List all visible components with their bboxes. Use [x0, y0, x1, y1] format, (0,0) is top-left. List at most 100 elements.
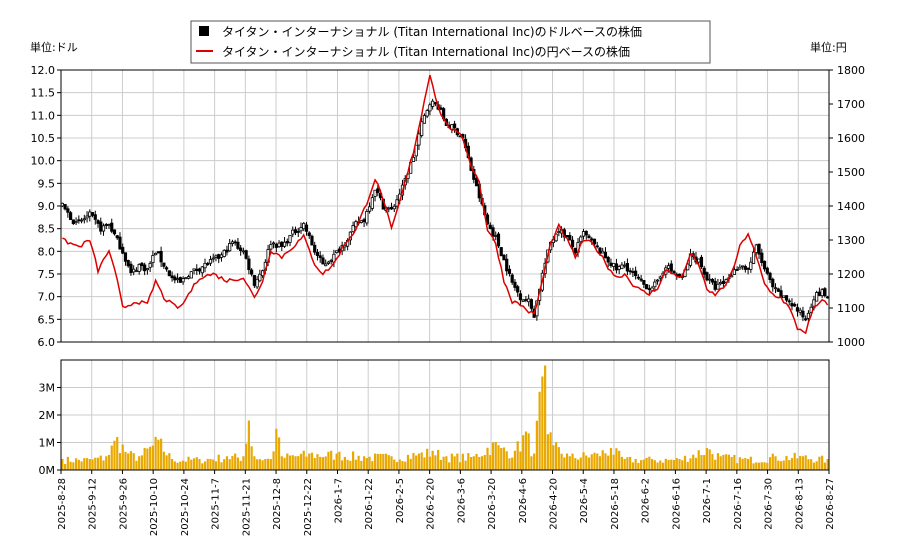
- price-tick-label: 9.5: [38, 177, 56, 190]
- volume-bar: [472, 456, 475, 470]
- volume-bar: [132, 453, 135, 470]
- candle-body: [211, 257, 215, 260]
- price-tick-label: 8.5: [38, 223, 56, 236]
- yen-tick-label: 1300: [837, 234, 865, 247]
- candle-body: [228, 243, 232, 252]
- volume-bar: [505, 451, 508, 470]
- x-tick-label: 2026-4-6: [518, 478, 529, 523]
- candle-body: [639, 278, 643, 281]
- volume-bar: [376, 453, 379, 470]
- x-tick-label: 2025-12-22: [303, 478, 314, 536]
- candle-body: [502, 254, 506, 261]
- candle-body: [653, 281, 657, 288]
- candle-body: [784, 295, 789, 301]
- candle-body: [192, 268, 196, 271]
- candle-body: [751, 251, 756, 264]
- volume-bar: [810, 459, 813, 470]
- volume-frame: [60, 359, 830, 471]
- candle-body: [708, 278, 712, 281]
- volume-bar: [85, 458, 89, 470]
- volume-bar: [464, 460, 467, 470]
- candle-body: [156, 251, 160, 254]
- candle-body: [612, 262, 616, 267]
- candle-body: [362, 219, 366, 223]
- volume-bar: [354, 459, 357, 470]
- volume-bar: [275, 428, 278, 470]
- candle-body: [806, 312, 811, 319]
- volume-bar: [423, 457, 426, 470]
- volume-bar: [187, 456, 190, 470]
- volume-bar: [730, 457, 733, 470]
- candle-body: [310, 235, 314, 246]
- volume-bar: [546, 434, 549, 470]
- candle-body: [285, 240, 289, 244]
- volume-bar: [105, 456, 108, 470]
- volume-bar: [502, 447, 506, 470]
- volume-tick-label: 0M: [39, 464, 56, 477]
- candle-body: [241, 250, 245, 253]
- volume-bar: [812, 462, 816, 470]
- volume-bar: [445, 456, 448, 470]
- volume-bar: [140, 455, 144, 470]
- candle-body: [239, 247, 243, 252]
- candle-body: [90, 212, 95, 216]
- legend: タイタン・インターナショナル (Titan International Inc)…: [190, 20, 711, 64]
- volume-bar: [648, 456, 651, 470]
- volume-bar: [549, 432, 552, 470]
- volume-bar: [181, 460, 185, 470]
- volume-bar: [725, 454, 728, 470]
- candle-body: [414, 144, 418, 157]
- volume-bar: [714, 459, 717, 470]
- candle-body: [603, 251, 608, 259]
- candle-body: [115, 235, 119, 239]
- candle-body: [823, 288, 827, 297]
- candle-body: [609, 262, 613, 266]
- candle-body: [417, 133, 421, 146]
- candle-body: [773, 287, 778, 290]
- candle-body: [299, 227, 303, 232]
- price-tick-label: 12.0: [31, 64, 56, 77]
- volume-bar: [736, 463, 739, 470]
- candle-body: [132, 268, 136, 273]
- volume-bar: [190, 459, 193, 470]
- candle-body: [271, 242, 276, 245]
- candle-body: [645, 284, 649, 290]
- volume-bar: [160, 438, 163, 470]
- candle-body: [389, 206, 394, 210]
- volume-bar: [576, 459, 580, 470]
- right-unit-label: 単位:円: [810, 40, 847, 54]
- volume-bar: [533, 453, 536, 470]
- volume-bar: [168, 453, 171, 470]
- candle-body: [258, 273, 262, 282]
- candle-body: [817, 291, 822, 296]
- candle-body: [554, 233, 558, 242]
- price-tick-label: 11.0: [31, 109, 56, 122]
- volume-bar: [593, 452, 596, 470]
- candle-body: [184, 277, 188, 280]
- candle-body: [145, 268, 149, 271]
- volume-bar: [607, 455, 610, 470]
- volume-bar: [157, 439, 160, 470]
- candle-body: [713, 280, 717, 290]
- candle-body: [634, 270, 638, 277]
- volume-bar: [475, 453, 478, 470]
- x-tick-label: 2025-9-12: [88, 478, 99, 530]
- candle-body: [491, 227, 495, 237]
- volume-plot: [61, 365, 829, 470]
- volume-bar: [165, 455, 168, 470]
- volume-bar: [450, 453, 453, 470]
- candle-body: [746, 267, 750, 270]
- candle-body: [63, 204, 67, 210]
- x-tick-label: 2026-7-1: [702, 478, 713, 523]
- candle-body: [798, 309, 802, 313]
- volume-bar: [631, 462, 634, 470]
- volume-bar: [793, 452, 796, 470]
- candle-body: [335, 250, 339, 253]
- volume-bar: [280, 456, 283, 470]
- candle-body: [628, 270, 632, 273]
- candle-body: [595, 245, 599, 248]
- volume-bar: [173, 461, 176, 470]
- volume-bar: [102, 460, 105, 470]
- candle-body: [280, 241, 284, 247]
